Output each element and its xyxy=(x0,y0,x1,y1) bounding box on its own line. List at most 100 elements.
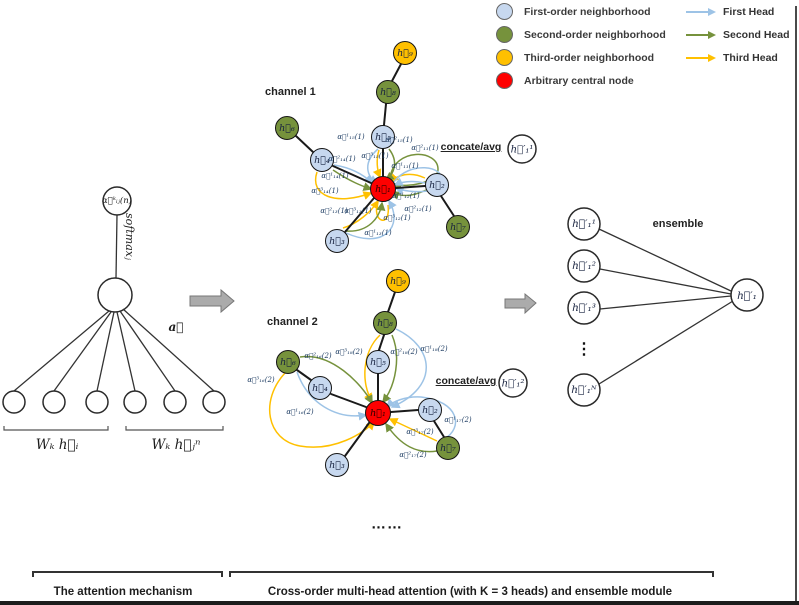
legend-head-2: Third Head xyxy=(686,51,790,65)
channel1-node-h4: h⃗₄ xyxy=(310,148,334,172)
channel2-alpha-label: α⃗³₁₆(2) xyxy=(247,376,275,384)
channel2-node-h2: h⃗₂ xyxy=(418,398,442,422)
softmax-label: softmaxⱼ xyxy=(123,213,136,260)
channel1-alpha-label: α⃗²₁₃(1) xyxy=(320,207,348,215)
ensemble-title: ensemble xyxy=(652,218,704,230)
legend-item-label: Arbitrary central node xyxy=(524,74,634,87)
channel1-alpha-label: α⃗²₁₂(1) xyxy=(404,205,432,213)
channel1-alpha-label: α⃗³₁₄(1) xyxy=(311,187,339,195)
legend-item-label: First-order neighborhood xyxy=(524,5,651,18)
page-border-right xyxy=(795,6,797,605)
legend-head-label: First Head xyxy=(723,6,775,18)
channel2-alpha-label: α⃗²₁₆(2) xyxy=(304,352,332,360)
ensemble-node2-label: h⃗′₁² xyxy=(572,260,596,272)
channel2-node-h5: h⃗₅ xyxy=(366,350,390,374)
head-arrow-icon xyxy=(686,8,718,16)
legend-item-3: Arbitrary central node xyxy=(496,72,666,89)
head-arrow-icon xyxy=(686,31,718,39)
attention-vector-a-label: a⃗ xyxy=(168,320,184,334)
channel2-output-node-label: h⃗′₁² xyxy=(501,378,525,390)
channel2-graph-edges xyxy=(296,291,445,457)
channel2-first-head-curves xyxy=(296,328,457,440)
channel1-alpha-label: α⃗²₁₁(1) xyxy=(411,144,439,152)
group2-label: Wₖ h⃗ⱼⁿ xyxy=(151,437,201,453)
legend-head-types: First Head Second Head Third Head xyxy=(686,5,790,74)
legend-item-0: First-order neighborhood xyxy=(496,3,666,20)
legend-item-label: Third-order neighborhood xyxy=(524,51,655,64)
channel2-alpha-label: α⃗³₁₇(2) xyxy=(406,428,434,436)
flow-arrow-right xyxy=(504,292,537,315)
legend-node-types: First-order neighborhood Second-order nei… xyxy=(496,3,666,95)
channel2-alpha-label: α⃗¹₁₈(2) xyxy=(420,345,448,353)
legend-head-label: Third Head xyxy=(723,52,778,64)
channel2-node-h3: h⃗₃ xyxy=(325,453,349,477)
legend-node-swatch xyxy=(496,26,513,43)
channel1-alpha-label: α⃗³₁₃(1) xyxy=(344,207,372,215)
channel2-node-h1: h⃗₁ xyxy=(365,400,391,426)
channel1-alpha-label: α⃗³₁₅(1) xyxy=(361,152,389,160)
channel2-alpha-label: α⃗²₁₈(2) xyxy=(390,348,418,356)
ensemble-node1-label: h⃗′₁¹ xyxy=(572,218,596,230)
channel2-second-head-curves xyxy=(299,334,438,453)
channel2-alpha-label: α⃗²₁₇(2) xyxy=(399,451,427,459)
attention-mechanism-graphics xyxy=(2,186,226,431)
group1-underline xyxy=(3,426,109,431)
channel2-node-h6: h⃗₆ xyxy=(276,350,300,374)
channel1-alpha-label: α⃗¹₁₁(1) xyxy=(391,162,419,170)
group2-underline xyxy=(125,426,224,431)
head-arrow-icon xyxy=(686,54,718,62)
legend-head-label: Second Head xyxy=(723,29,790,41)
more-channels-dots: …… xyxy=(371,515,403,533)
legend-item-1: Second-order neighborhood xyxy=(496,26,666,43)
legend-node-swatch xyxy=(496,3,513,20)
channel2-node-h9: h⃗₉ xyxy=(386,269,410,293)
channel1-node-h7: h⃗₇ xyxy=(446,215,470,239)
channel2-concat-label: concate/avg xyxy=(435,375,497,387)
concat-output-circles xyxy=(498,134,537,398)
channel1-node-h2: h⃗₂ xyxy=(425,173,449,197)
channel1-output-node-label: h⃗′₁¹ xyxy=(510,144,534,156)
channel1-alpha-label: α⃗¹₁₅(1) xyxy=(337,133,365,141)
ensemble-nodeN-label: h⃗′₁ᴺ xyxy=(571,384,597,396)
channel1-alpha-label: α⃗²₁₄(1) xyxy=(328,155,356,163)
channel2-title: channel 2 xyxy=(267,316,318,328)
channel1-graph-edges xyxy=(295,63,455,233)
channel2-node-h7: h⃗₇ xyxy=(436,436,460,460)
legend-head-0: First Head xyxy=(686,5,790,19)
legend-node-swatch xyxy=(496,72,513,89)
channel1-node-h6: h⃗₆ xyxy=(275,116,299,140)
channel2-node-h8: h⃗₈ xyxy=(373,311,397,335)
caption-cross-order-module: Cross-order multi-head attention (with K… xyxy=(267,586,673,598)
group1-label: Wₖ h⃗ᵢ xyxy=(35,437,79,453)
ensemble-final-node-label: h⃗′₁ xyxy=(737,290,757,302)
caption-attention-mechanism: The attention mechanism xyxy=(53,586,193,598)
legend-node-swatch xyxy=(496,49,513,66)
channel1-alpha-label: α⃗¹₁₃(1) xyxy=(364,229,392,237)
page-border-bottom xyxy=(0,601,799,605)
legend-item-2: Third-order neighborhood xyxy=(496,49,666,66)
ensemble-graphics xyxy=(567,207,764,407)
channel1-concat-label: concate/avg xyxy=(440,141,502,153)
attention-top-node-label: α⃗ᵏᵢⱼ(n) xyxy=(101,196,133,206)
channel1-alpha-label: α⃗¹₁₄(1) xyxy=(321,172,349,180)
ensemble-node3-label: h⃗′₁³ xyxy=(572,302,596,314)
channel1-alpha-label: α⃗²₁₅(1) xyxy=(385,136,413,144)
caption-brace-right xyxy=(229,571,714,577)
legend-head-1: Second Head xyxy=(686,28,790,42)
caption-brace-left xyxy=(32,571,223,577)
channel1-node-h3: h⃗₃ xyxy=(325,229,349,253)
channel1-alpha-label: α⃗¹₁₂(1) xyxy=(392,192,420,200)
flow-arrow-left xyxy=(189,288,235,314)
channel2-alpha-label: α⃗¹₁₆(2) xyxy=(286,408,314,416)
channel1-title: channel 1 xyxy=(265,86,316,98)
channel1-alpha-label: α⃗³₁₂(1) xyxy=(383,214,411,222)
channel1-node-h8: h⃗₈ xyxy=(376,80,400,104)
channel2-alpha-label: α⃗¹₁₇(2) xyxy=(444,416,472,424)
ensemble-vertical-dots: ⋮ xyxy=(576,341,592,358)
legend-item-label: Second-order neighborhood xyxy=(524,28,666,41)
channel2-alpha-label: α⃗³₁₈(2) xyxy=(335,348,363,356)
channel1-node-h9: h⃗₉ xyxy=(393,41,417,65)
channel1-node-h5: h⃗₅ xyxy=(371,125,395,149)
